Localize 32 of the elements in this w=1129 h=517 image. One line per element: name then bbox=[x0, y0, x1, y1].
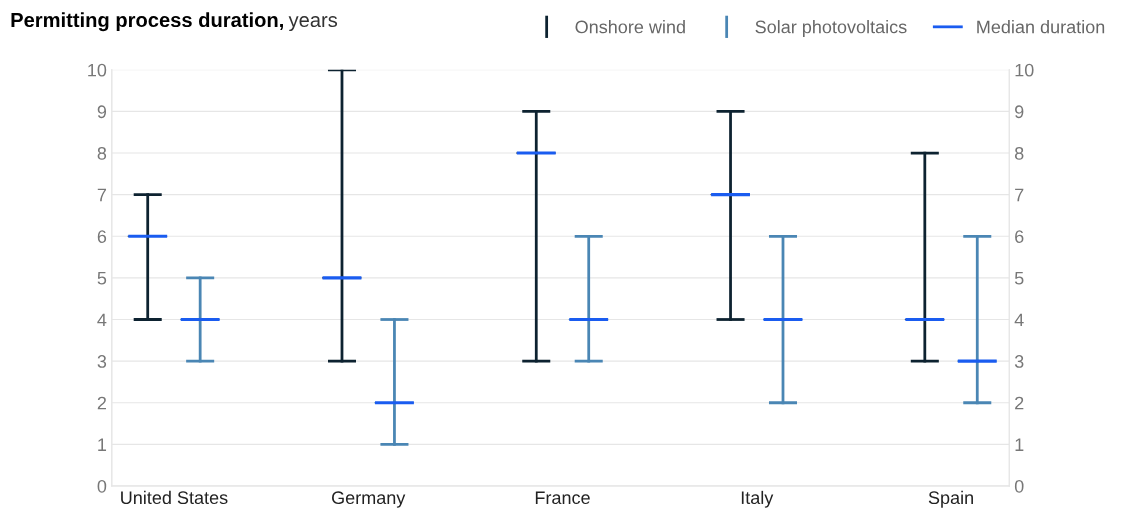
x-tick-label: Spain bbox=[928, 490, 973, 508]
y-tick-label: 8 bbox=[97, 146, 107, 160]
y2-tick-label: 2 bbox=[1015, 396, 1024, 410]
text: Median duration bbox=[977, 20, 1105, 34]
y-tick-label: 6 bbox=[97, 230, 107, 243]
y-tick-label: 1 bbox=[98, 438, 107, 451]
y2-tick-label: 1 bbox=[1015, 438, 1024, 451]
legend-label: Onshore wind bbox=[575, 20, 685, 34]
y-tick-label: 9 bbox=[97, 105, 107, 119]
x-tick-label: Italy bbox=[741, 490, 774, 508]
y2-tick-label: 3 bbox=[1014, 355, 1024, 368]
x-tick-label: Germany bbox=[332, 491, 406, 508]
y-tick-label: 3 bbox=[97, 355, 107, 368]
y2-tick-label: 6 bbox=[1015, 230, 1024, 243]
x-tick-label: France bbox=[535, 491, 590, 505]
y-tick-label: 0 bbox=[97, 479, 107, 493]
y2-tick-label: 8 bbox=[1014, 146, 1024, 160]
y-tick-label: 7 bbox=[97, 188, 106, 202]
y-tick-label: 5 bbox=[97, 272, 107, 285]
y-tick-label: 2 bbox=[97, 396, 106, 410]
chart-title: Permitting process duration, bbox=[11, 12, 283, 32]
y2-tick-label: 10 bbox=[1015, 63, 1034, 77]
y-tick-label: 4 bbox=[97, 313, 107, 327]
y2-tick-label: 7 bbox=[1015, 188, 1024, 202]
y2-tick-label: 4 bbox=[1014, 313, 1024, 327]
y-tick-label: 10 bbox=[88, 63, 107, 77]
y-axis-title: years bbox=[288, 16, 338, 32]
x-tick-label: United States bbox=[121, 490, 228, 505]
y2-tick-label: 0 bbox=[1014, 479, 1024, 493]
y2-tick-label: 5 bbox=[1014, 272, 1024, 285]
y2-tick-label: 9 bbox=[1015, 105, 1024, 119]
legend-label: Solar photovoltaics bbox=[755, 20, 907, 37]
